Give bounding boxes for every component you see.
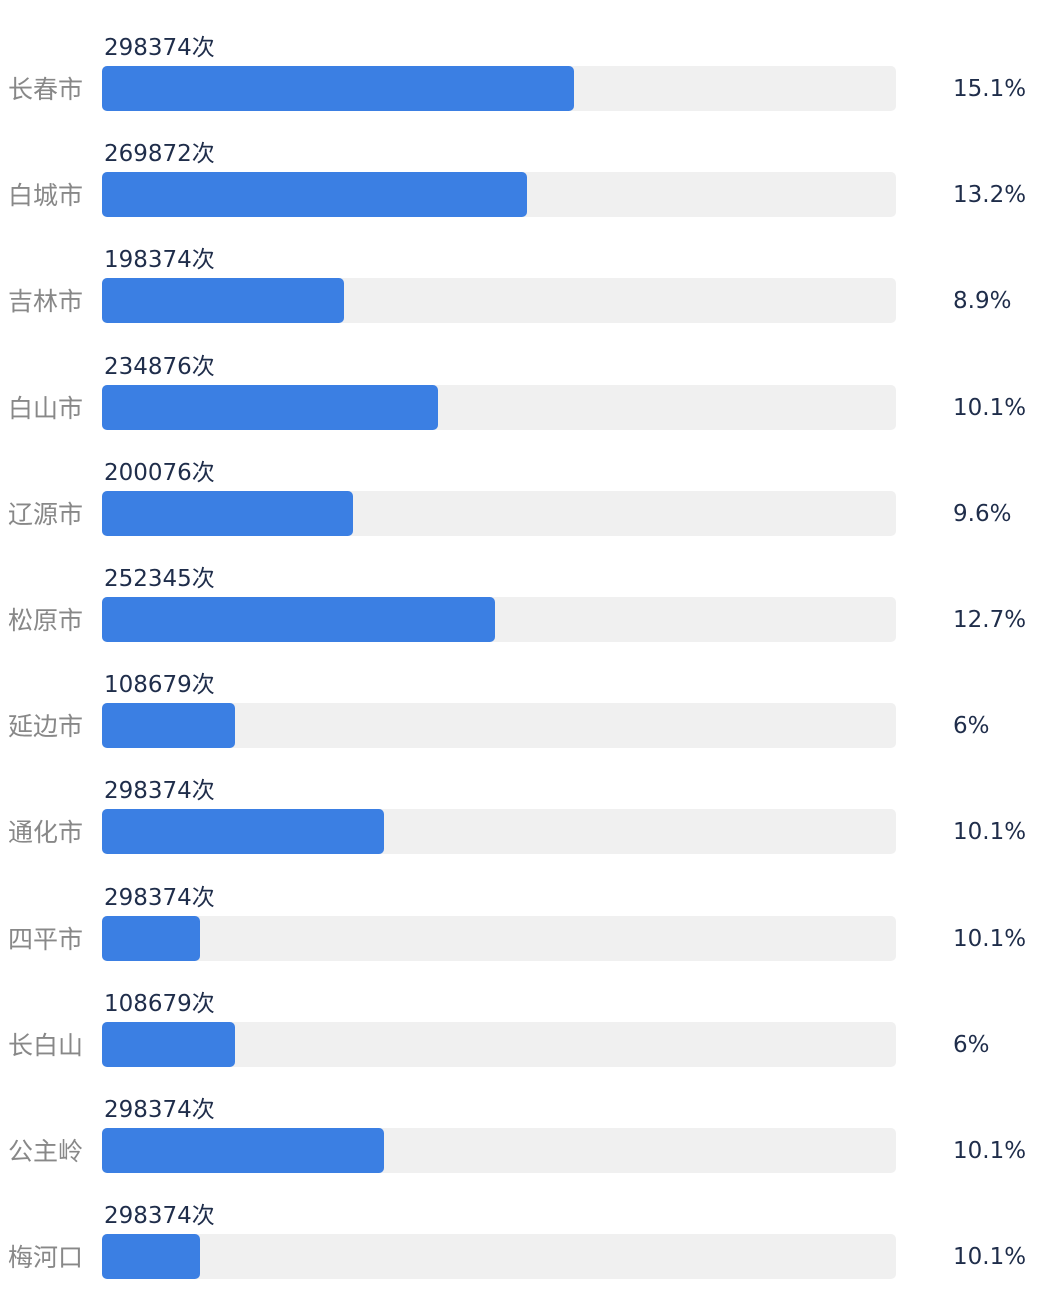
bar-track — [102, 915, 896, 961]
percent-label: 15.1% — [953, 76, 1027, 102]
bar — [102, 1021, 235, 1067]
bar-track — [102, 597, 896, 642]
bar-track — [102, 278, 896, 324]
bar-row: 298374次 通化市 10.1% — [0, 771, 1044, 877]
bar-row: 108679次 长白山 6% — [0, 984, 1044, 1090]
category-label: 长春市 — [8, 75, 84, 104]
percent-label: 10.1% — [953, 1244, 1027, 1271]
bar — [102, 490, 353, 536]
bar — [102, 172, 527, 218]
percent-label: 10.1% — [953, 394, 1027, 421]
bar-row: 200076次 辽源市 9.6% — [0, 453, 1044, 559]
bar-track — [102, 1021, 896, 1067]
percent-label: 13.2% — [953, 182, 1027, 209]
bar-count-label: 298374次 — [104, 1203, 215, 1230]
category-label: 延边市 — [8, 712, 84, 742]
bar-track — [102, 809, 896, 855]
bar — [102, 384, 438, 430]
bar-count-label: 234876次 — [104, 353, 215, 380]
bar — [102, 597, 496, 642]
category-label: 吉林市 — [8, 287, 84, 317]
category-label: 通化市 — [8, 818, 84, 848]
bar-count-label: 298374次 — [104, 778, 215, 805]
percent-label: 6% — [953, 1031, 990, 1058]
bar-row: 298374次 梅河口 10.1% — [0, 1196, 1044, 1302]
bar — [102, 1234, 200, 1280]
category-label: 白城市 — [8, 181, 84, 211]
bar-count-label: 298374次 — [104, 35, 215, 61]
bar-row: 108679次 延边市 6% — [0, 665, 1044, 771]
percent-label: 10.1% — [953, 925, 1027, 952]
bar-count-label: 108679次 — [104, 672, 215, 699]
bar-count-label: 200076次 — [104, 459, 215, 486]
bar-track — [102, 1234, 896, 1280]
bar-track — [102, 490, 896, 536]
category-label: 松原市 — [8, 606, 84, 635]
category-label: 梅河口 — [8, 1243, 84, 1273]
bar-count-label: 298374次 — [104, 884, 215, 911]
percent-label: 10.1% — [953, 1138, 1027, 1164]
bar-track — [102, 703, 896, 749]
category-label: 辽源市 — [8, 499, 84, 529]
bar-row: 269872次 白城市 13.2% — [0, 134, 1044, 240]
bar-track — [102, 172, 896, 218]
category-label: 公主岭 — [8, 1137, 84, 1166]
category-label: 长白山 — [8, 1030, 84, 1060]
bar — [102, 278, 345, 324]
bar-row: 234876次 白山市 10.1% — [0, 347, 1044, 453]
bar-count-label: 108679次 — [104, 990, 215, 1017]
percent-label: 12.7% — [953, 607, 1027, 633]
percent-label: 10.1% — [953, 819, 1027, 846]
bar-track — [102, 1128, 896, 1173]
bar — [102, 66, 574, 111]
category-label: 四平市 — [8, 924, 84, 954]
bar-count-label: 269872次 — [104, 141, 215, 168]
percent-label: 6% — [953, 713, 990, 740]
percent-label: 8.9% — [953, 288, 1012, 315]
bar-count-label: 298374次 — [104, 1097, 215, 1123]
bar — [102, 915, 200, 961]
bar-track — [102, 384, 896, 430]
bar-track — [102, 66, 896, 111]
percent-label: 9.6% — [953, 500, 1012, 527]
bar-row: 198374次 吉林市 8.9% — [0, 240, 1044, 346]
bar-row: 252345次 松原市 12.7% — [0, 559, 1044, 665]
bar-row: 298374次 长春市 15.1% — [0, 28, 1044, 134]
bar — [102, 809, 384, 855]
bar-row: 298374次 公主岭 10.1% — [0, 1090, 1044, 1196]
bar — [102, 703, 235, 749]
category-label: 白山市 — [8, 393, 84, 423]
bar — [102, 1128, 384, 1173]
bar-count-label: 198374次 — [104, 247, 215, 274]
bar-row: 298374次 四平市 10.1% — [0, 878, 1044, 984]
bar-count-label: 252345次 — [104, 566, 215, 592]
